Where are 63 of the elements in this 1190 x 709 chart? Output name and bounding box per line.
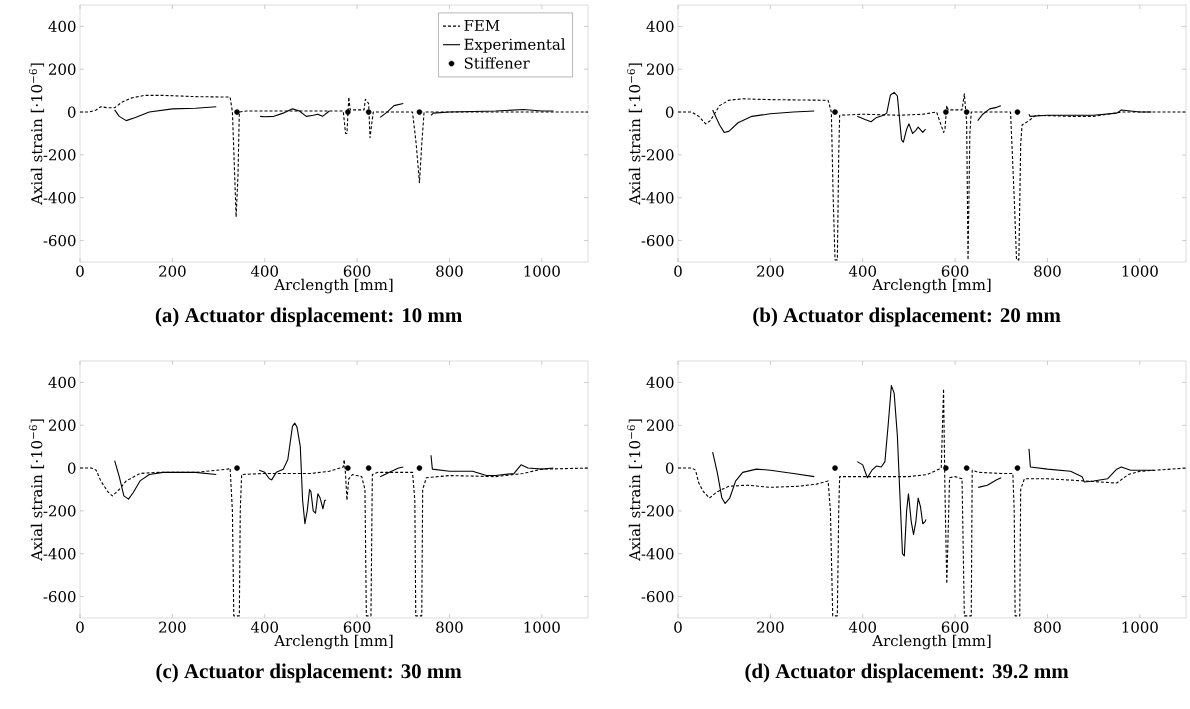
x-axis-title: Arclength [mm] <box>274 634 393 650</box>
y-tick-label: -200 <box>43 149 76 161</box>
text: (c) Actuator displacement: 30 mm <box>156 663 462 683</box>
x-tick-label: 0 <box>76 621 84 633</box>
y-tick-label: -600 <box>43 234 76 247</box>
x-tick-label: 200 <box>757 621 784 633</box>
x-tick-label: 200 <box>159 621 186 633</box>
x-tick-label: 800 <box>1034 621 1061 633</box>
y-tick-label: 0 <box>67 106 76 118</box>
x-tick-label: 1000 <box>1122 621 1158 633</box>
y-tick-label: 200 <box>646 63 674 75</box>
x-tick-label: 400 <box>250 621 278 633</box>
y-tick-label: -600 <box>641 590 674 603</box>
y-tick-label: 400 <box>646 376 674 389</box>
y-axis-title: Axial strain [·10$^{−6}$] <box>627 63 643 205</box>
y-tick-label: 400 <box>48 376 76 389</box>
x-tick-label: 200 <box>159 265 186 277</box>
y-tick-label: 400 <box>48 20 76 33</box>
x-axis-title: Arclength [mm] <box>872 278 991 294</box>
y-tick-label: 200 <box>48 63 76 75</box>
x-tick-label: 800 <box>436 265 463 277</box>
y-tick-label: 200 <box>646 419 674 431</box>
x-tick-label: 600 <box>941 265 969 277</box>
x-axis-title: Arclength [mm] <box>872 634 991 650</box>
y-tick-label: 0 <box>665 462 674 474</box>
x-tick-label: 800 <box>436 621 463 633</box>
y-axis-title: Axial strain [·10$^{−6}$] <box>627 419 643 561</box>
y-tick-label: -400 <box>43 192 76 204</box>
legend-label: Stiffener <box>464 57 530 69</box>
y-tick-label: -600 <box>641 234 674 247</box>
y-axis-title: Axial strain [·10$^{−6}$] <box>29 63 45 205</box>
x-tick-label: 200 <box>757 265 784 277</box>
x-tick-label: 600 <box>343 265 371 277</box>
y-tick-label: -200 <box>641 505 674 517</box>
x-tick-label: 1000 <box>1122 265 1158 277</box>
text: (b) Actuator displacement: 20 mm <box>753 307 1061 327</box>
x-tick-label: 0 <box>76 265 84 277</box>
x-tick-label: 0 <box>674 621 682 633</box>
y-tick-label: -400 <box>641 548 674 560</box>
text: (d) Actuator displacement: 39.2 mm <box>745 663 1069 683</box>
x-tick-label: 1000 <box>524 265 560 277</box>
x-tick-label: 600 <box>343 621 371 633</box>
x-tick-label: 400 <box>250 265 278 277</box>
y-tick-label: 0 <box>665 106 674 118</box>
legend-label: FEM <box>464 19 500 31</box>
x-tick-label: 800 <box>1034 265 1061 277</box>
x-tick-label: 600 <box>941 621 969 633</box>
y-tick-label: 0 <box>67 462 76 474</box>
y-axis-title: Axial strain [·10$^{−6}$] <box>29 419 45 561</box>
x-tick-label: 400 <box>848 265 876 277</box>
y-tick-label: -200 <box>43 505 76 517</box>
y-tick-label: -200 <box>641 149 674 161</box>
x-axis-title: Arclength [mm] <box>274 278 393 294</box>
y-tick-label: 400 <box>646 20 674 33</box>
y-tick-label: -600 <box>43 590 76 603</box>
y-tick-label: 200 <box>48 419 76 431</box>
y-tick-label: -400 <box>641 192 674 204</box>
y-tick-label: -400 <box>43 548 76 560</box>
text: (a) Actuator displacement: 10 mm <box>155 307 462 327</box>
legend-label: Experimental <box>464 38 566 53</box>
x-tick-label: 0 <box>674 265 682 277</box>
x-tick-label: 1000 <box>524 621 560 633</box>
x-tick-label: 400 <box>848 621 876 633</box>
